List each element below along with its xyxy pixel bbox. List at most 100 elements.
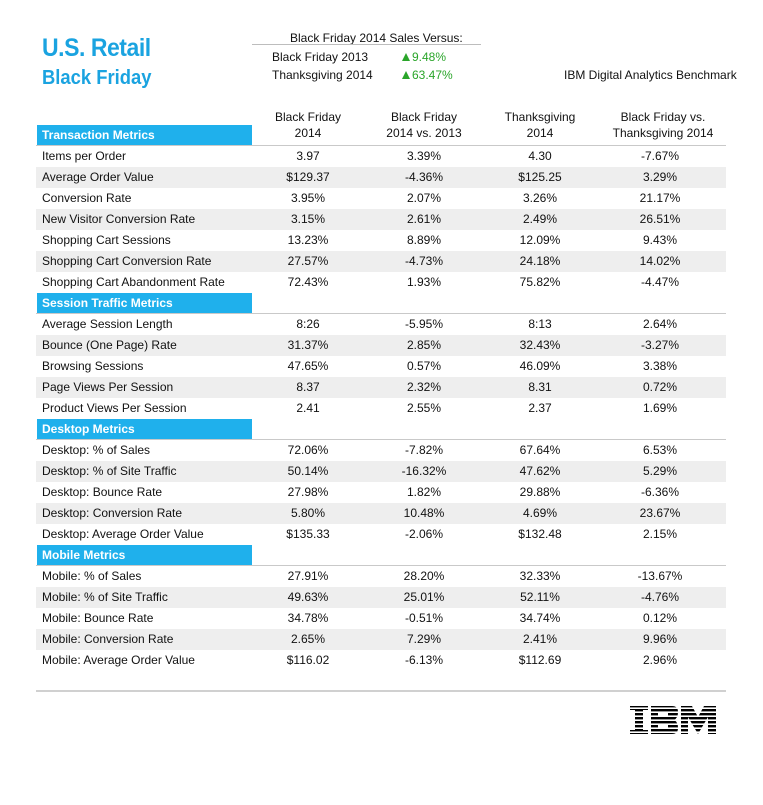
table-row: Mobile: Bounce Rate 34.78% -0.51% 34.74% 0.1… — [36, 608, 726, 629]
versus-value-text: 9.48% — [412, 50, 447, 64]
metric-value: $112.69 — [518, 653, 562, 667]
metric-value: -13.67% — [637, 569, 683, 583]
up-arrow-icon — [402, 53, 410, 61]
metric-value: 12.09% — [519, 233, 561, 247]
metric-value: -6.13% — [404, 653, 444, 667]
metric-name: Mobile: Conversion Rate — [42, 632, 174, 646]
metric-value: 49.63% — [287, 590, 329, 604]
metric-value: -4.76% — [640, 590, 680, 604]
versus-title: Black Friday 2014 Sales Versus: — [290, 31, 463, 45]
metric-value: 72.43% — [287, 275, 329, 289]
metric-value: 72.06% — [287, 443, 329, 457]
metric-name: Mobile: % of Site Traffic — [42, 590, 168, 604]
metric-value: 8:13 — [528, 317, 552, 331]
section-header: Desktop Metrics — [37, 419, 252, 439]
metric-value: $132.48 — [518, 527, 562, 541]
metric-name: Shopping Cart Abandonment Rate — [42, 275, 225, 289]
metric-name: Shopping Cart Sessions — [42, 233, 171, 247]
section-divider — [36, 313, 726, 314]
table-row: Conversion Rate 3.95% 2.07% 3.26% 21.17% — [36, 188, 726, 209]
metric-name: Mobile: Bounce Rate — [42, 611, 154, 625]
metric-value: 2.65% — [290, 632, 326, 646]
table-row: Browsing Sessions 47.65% 0.57% 46.09% 3.38% — [36, 356, 726, 377]
metric-value: 3.26% — [522, 191, 558, 205]
metric-name: Average Order Value — [42, 170, 154, 184]
column-header-line: Thanksgiving — [504, 110, 576, 124]
metric-value: 26.51% — [639, 212, 681, 226]
metric-name: Conversion Rate — [42, 191, 132, 205]
column-header-line: Black Friday — [390, 110, 458, 124]
metric-name: New Visitor Conversion Rate — [42, 212, 196, 226]
table-row: Average Order Value $129.37 -4.36% $125.25 3… — [36, 167, 726, 188]
metric-value: 2.07% — [406, 191, 442, 205]
metric-value: -7.82% — [404, 443, 444, 457]
metric-value: 2.41 — [296, 401, 320, 415]
metric-value: 47.62% — [519, 464, 561, 478]
metric-value: -4.47% — [640, 275, 680, 289]
metric-value: 50.14% — [287, 464, 329, 478]
versus-divider — [252, 44, 481, 45]
metric-value: 2.49% — [522, 212, 558, 226]
metric-value: 31.37% — [287, 338, 329, 352]
metric-value: -16.32% — [401, 464, 447, 478]
metric-value: 2.41% — [522, 632, 558, 646]
metric-value: 3.95% — [290, 191, 326, 205]
ibm-logo — [630, 706, 716, 734]
versus-label-tg2014: Thanksgiving 2014 — [272, 68, 373, 82]
metric-value: 3.97 — [296, 149, 320, 163]
metric-value: 8.31 — [528, 380, 552, 394]
section-divider — [36, 145, 726, 146]
metric-value: 2.96% — [642, 653, 678, 667]
metric-value: 34.74% — [519, 611, 561, 625]
metric-value: 24.18% — [519, 254, 561, 268]
table-row: Mobile: Conversion Rate 2.65% 7.29% 2.41% 9.… — [36, 629, 726, 650]
metric-value: -4.73% — [404, 254, 444, 268]
metric-value: -2.06% — [404, 527, 444, 541]
metric-value: 2.15% — [642, 527, 678, 541]
page-title: U.S. Retail — [42, 34, 151, 62]
metric-value: 2.32% — [406, 380, 442, 394]
metric-value: 7.29% — [406, 632, 442, 646]
metric-value: -4.36% — [404, 170, 444, 184]
metric-value: 5.29% — [642, 464, 678, 478]
metric-value: 2.55% — [406, 401, 442, 415]
metric-value: 27.91% — [287, 569, 329, 583]
metric-value: 3.39% — [406, 149, 442, 163]
versus-value-bf2013: 9.48% — [402, 50, 446, 64]
metric-value: 8.37 — [296, 380, 320, 394]
table-row: Mobile: Average Order Value $116.02 -6.13%… — [36, 650, 726, 671]
column-header-line: Black Friday vs. — [620, 110, 706, 124]
table-row: Desktop: % of Sales 72.06% -7.82% 67.64% 6.5… — [36, 440, 726, 461]
metric-name: Desktop: % of Site Traffic — [42, 464, 177, 478]
metric-value: 1.82% — [406, 485, 442, 499]
metric-value: -6.36% — [640, 485, 680, 499]
table-row: Mobile: % of Site Traffic 49.63% 25.01% 52.… — [36, 587, 726, 608]
metric-value: 29.88% — [519, 485, 561, 499]
metric-name: Mobile: % of Sales — [42, 569, 142, 583]
table-row: Desktop: Conversion Rate 5.80% 10.48% 4.69%… — [36, 503, 726, 524]
metric-name: Product Views Per Session — [42, 401, 187, 415]
section-header: Mobile Metrics — [37, 545, 252, 565]
metric-value: 1.93% — [406, 275, 442, 289]
metric-value: $135.33 — [286, 527, 330, 541]
column-header-line: Black Friday — [274, 110, 342, 124]
metric-value: 52.11% — [520, 590, 560, 604]
metric-value: $129.37 — [286, 170, 330, 184]
metric-value: 28.20% — [403, 569, 445, 583]
bottom-divider — [36, 690, 726, 692]
metric-value: -7.67% — [640, 149, 680, 163]
table-row: Shopping Cart Conversion Rate 27.57% -4.73… — [36, 251, 726, 272]
metric-value: 21.17% — [639, 191, 681, 205]
versus-value-tg2014: 63.47% — [402, 68, 453, 82]
metric-value: 1.69% — [642, 401, 678, 415]
section-header: Session Traffic Metrics — [37, 293, 252, 313]
metric-value: 32.43% — [519, 338, 561, 352]
metric-value: 14.02% — [639, 254, 681, 268]
column-header-tg2014: Thanksgiving 2014 — [490, 109, 590, 141]
metric-value: 10.48% — [403, 506, 445, 520]
metric-value: 2.37 — [528, 401, 552, 415]
metric-name: Mobile: Average Order Value — [42, 653, 195, 667]
metric-value: 0.72% — [642, 380, 678, 394]
table-row: Bounce (One Page) Rate 31.37% 2.85% 32.43% -… — [36, 335, 726, 356]
metric-value: 4.30 — [528, 149, 552, 163]
